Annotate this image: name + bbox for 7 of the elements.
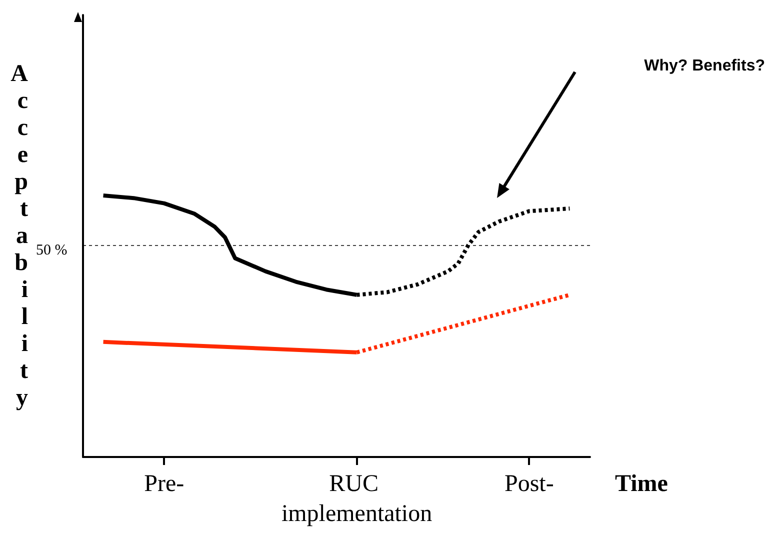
x-tick-label: Pre- bbox=[144, 471, 184, 497]
x-tick-label: Post- bbox=[504, 471, 554, 497]
text: Why? Benefits? bbox=[644, 58, 765, 74]
text: 50 % bbox=[36, 242, 68, 259]
x-axis-title: Time bbox=[615, 471, 668, 497]
x-tick-label: RUC implementation bbox=[281, 471, 432, 527]
text: Acceptability bbox=[10, 61, 28, 411]
